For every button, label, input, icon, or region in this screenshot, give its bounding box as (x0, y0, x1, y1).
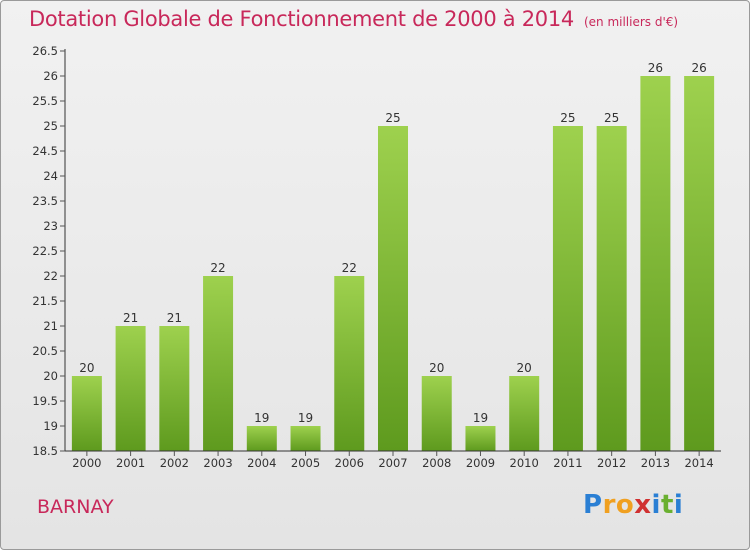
logo-letter: i (673, 490, 684, 520)
x-tick-label: 2012 (597, 456, 626, 470)
bar (246, 426, 277, 451)
x-tick-label: 2013 (641, 456, 670, 470)
y-tick-label: 26 (43, 69, 58, 83)
x-tick-label: 2009 (466, 456, 495, 470)
y-tick-label: 26.5 (32, 44, 58, 58)
logo-letter: P (583, 490, 603, 520)
y-tick-label: 22.5 (32, 244, 58, 258)
data-label: 19 (298, 411, 313, 425)
chart-title: Dotation Globale de Fonctionnement de 20… (29, 7, 678, 31)
chart-unit: (en milliers d'€) (583, 15, 679, 29)
logo-letter: r (602, 490, 616, 520)
x-tick-label: 2001 (116, 456, 145, 470)
bar (334, 276, 365, 451)
bar (465, 426, 496, 451)
bar (203, 276, 234, 451)
y-tick-label: 18.5 (32, 444, 58, 458)
data-label: 25 (604, 111, 619, 125)
data-label: 20 (429, 361, 444, 375)
bar (159, 326, 190, 451)
data-label: 20 (79, 361, 94, 375)
data-label: 25 (385, 111, 400, 125)
y-tick-label: 20 (43, 369, 58, 383)
x-tick-label: 2002 (160, 456, 189, 470)
y-tick-label: 25 (43, 119, 58, 133)
data-label: 25 (560, 111, 575, 125)
data-label: 21 (123, 311, 138, 325)
x-tick-label: 2006 (335, 456, 364, 470)
x-tick-label: 2005 (291, 456, 320, 470)
y-tick-label: 24.5 (32, 144, 58, 158)
data-label: 19 (473, 411, 488, 425)
x-tick-label: 2010 (510, 456, 539, 470)
y-tick-label: 23.5 (32, 194, 58, 208)
y-tick-label: 22 (43, 269, 58, 283)
data-label: 20 (517, 361, 532, 375)
x-tick-label: 2008 (422, 456, 451, 470)
y-tick-label: 19.5 (32, 394, 58, 408)
data-label: 19 (254, 411, 269, 425)
bar (115, 326, 146, 451)
x-tick-label: 2014 (684, 456, 713, 470)
bar (509, 376, 540, 451)
y-tick-label: 20.5 (32, 344, 58, 358)
bar (640, 76, 671, 451)
proxiti-logo: Proxiti (583, 490, 683, 520)
logo-letter: t (660, 490, 674, 520)
data-label: 26 (691, 61, 706, 75)
x-tick-label: 2011 (553, 456, 582, 470)
bar (290, 426, 321, 451)
x-axis: 2000 2001 2002 2003 2004 2005 2006 2007 2008 2009… (65, 450, 721, 470)
data-label: 22 (210, 261, 225, 275)
bar (684, 76, 715, 451)
logo-letter: o (615, 490, 635, 520)
y-tick-label: 21.5 (32, 294, 58, 308)
bar (378, 126, 408, 451)
bar (596, 126, 627, 451)
bar (552, 126, 583, 451)
bars-group: 20 21 21 22 19 19 22 25 20 19 20 25 25 26 26 (71, 61, 715, 451)
x-tick-label: 2007 (378, 456, 407, 470)
y-tick-label: 19 (43, 419, 58, 433)
y-axis: 18.5 19 19.5 20 20.5 21 21.5 22 22.5 23 23.5 24 24.5… (32, 44, 66, 458)
y-tick-label: 25.5 (32, 94, 58, 108)
y-tick-label: 21 (43, 319, 58, 333)
x-tick-label: 2003 (203, 456, 232, 470)
bar (71, 376, 102, 451)
logo-letter: i (651, 490, 661, 520)
logo-letter: x (634, 490, 652, 520)
bar (421, 376, 452, 451)
data-label: 22 (342, 261, 357, 275)
x-tick-label: 2004 (247, 456, 276, 470)
commune-name: BARNAY (37, 496, 114, 518)
x-tick-label: 2000 (72, 456, 101, 470)
y-tick-label: 24 (43, 169, 58, 183)
data-label: 26 (648, 61, 663, 75)
data-label: 21 (167, 311, 182, 325)
chart-title-text: Dotation Globale de Fonctionnement de 20… (29, 7, 574, 31)
y-tick-label: 23 (43, 219, 58, 233)
